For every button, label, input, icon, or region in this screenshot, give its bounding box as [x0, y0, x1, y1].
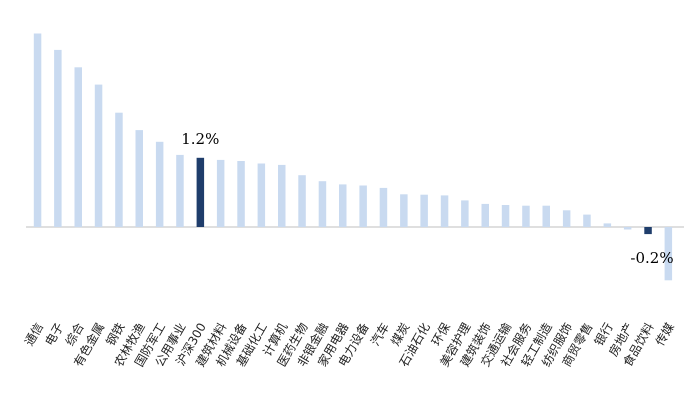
bar-19 — [400, 194, 408, 227]
bar-25 — [522, 205, 530, 227]
bar-29 — [603, 223, 612, 227]
bar-9 — [196, 157, 205, 227]
bar-18 — [379, 187, 388, 227]
bar-14 — [298, 175, 306, 227]
tick-label-1: 通信 — [22, 321, 46, 349]
bar-31 — [644, 227, 652, 235]
bar-16 — [339, 184, 347, 227]
bar-5 — [115, 112, 123, 227]
bar-23 — [481, 203, 489, 227]
bar-26 — [542, 205, 550, 227]
bar-24 — [501, 205, 510, 227]
tick-label-2: 电子 — [42, 321, 66, 349]
bar-17 — [359, 185, 367, 227]
bar-11 — [237, 161, 245, 227]
bar-4 — [94, 84, 103, 227]
bar-8 — [176, 154, 184, 227]
bar-30 — [623, 227, 632, 230]
bar-27 — [562, 210, 571, 227]
data-labels: 1.2% -0.2% — [181, 130, 673, 267]
bar-1 — [33, 33, 42, 227]
data-label-1: 1.2% — [181, 130, 219, 148]
bar-21 — [440, 195, 449, 227]
bar-15 — [318, 181, 327, 227]
bar-3 — [74, 67, 82, 228]
bar-10 — [216, 159, 225, 227]
bar-2 — [54, 49, 62, 228]
bar-series — [33, 33, 673, 281]
bar-12 — [257, 163, 266, 227]
category-tick-labels: 通信电子综合有色金属钢铁农林牧渔国防军工公用事业沪深300建筑材料机械设备基础化… — [22, 320, 677, 369]
bar-28 — [583, 214, 591, 227]
bar-22 — [461, 200, 469, 227]
tick-label-32: 传媒 — [652, 320, 677, 348]
bar-7 — [155, 141, 164, 227]
data-label-2: -0.2% — [630, 249, 673, 267]
tick-label-18: 汽车 — [367, 320, 392, 348]
bar-32 — [664, 227, 673, 281]
bar-20 — [420, 194, 428, 227]
bar-6 — [135, 130, 143, 227]
bar-13 — [278, 164, 286, 227]
